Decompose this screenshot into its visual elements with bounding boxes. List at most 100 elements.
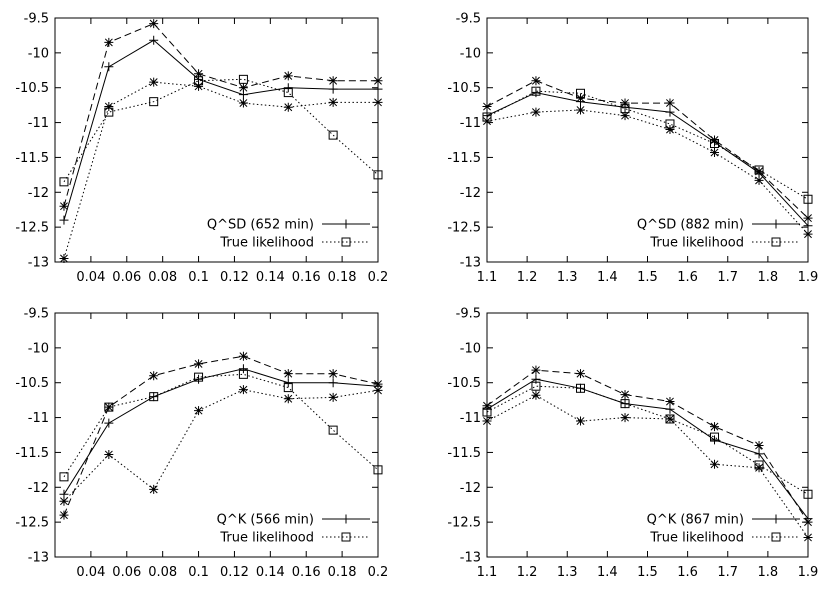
data-point [283,88,293,98]
x-tick-label: 0.12 [220,565,249,580]
data-point [710,459,720,469]
plot-frame [54,17,379,263]
data-point [620,413,630,423]
data-point [665,107,675,117]
data-point [482,116,492,126]
x-tick-label: 0.1 [188,565,209,580]
x-tick-label: 1.2 [517,565,538,580]
data-point [575,105,585,115]
data-point [149,97,159,107]
data-point [710,432,720,442]
x-tick-label: 0.14 [256,270,285,285]
data-point [283,83,293,93]
series-line [63,81,378,259]
x-tick-label: 0.1 [188,270,209,285]
data-point [59,254,69,264]
legend-marker [771,219,781,229]
y-tick-label: -12.5 [447,516,481,531]
data-point [754,166,764,176]
data-point [531,107,541,117]
data-point [238,385,248,395]
data-point [104,402,114,412]
data-point [149,371,159,381]
series-line [63,389,379,502]
x-tick-label: 1.9 [798,270,819,285]
legend-label: Q^K (566 min) [217,513,314,528]
data-point [328,97,338,107]
plot-frame [54,312,379,558]
y-tick-label: -11 [460,116,481,131]
data-point [620,399,630,409]
data-point [149,19,159,29]
y-tick-label: -10.5 [447,81,481,96]
data-point [194,359,204,369]
data-point [283,378,293,388]
y-tick-label: -11.5 [15,151,49,166]
legend-marker [771,514,781,524]
data-point [620,390,630,400]
series-line [63,39,378,221]
data-point [194,372,204,382]
y-tick-label: -13 [460,551,481,566]
data-point [710,422,720,432]
data-point [754,449,764,459]
x-tick-label: 1.7 [717,565,738,580]
x-tick-label: 0.06 [112,270,141,285]
y-tick-label: -11.5 [447,151,481,166]
x-tick-label: 1.8 [758,565,779,580]
data-point [665,125,675,135]
data-point [373,76,383,86]
data-point [803,517,813,527]
data-point [283,383,293,393]
data-point [575,93,585,103]
chart-panel-1: -9.5 -10 -10.5 -11 -11.5 -12 -12.5 -13 0.04 0.06 0… [15,12,388,286]
data-point [754,440,764,450]
y-tick-label: -12.5 [15,516,49,531]
data-point [104,37,114,47]
y-tick-label: -10.5 [447,376,481,391]
data-point [328,130,338,140]
y-tick-label: -10.5 [15,376,49,391]
data-point [482,416,492,426]
series-line [486,90,809,200]
legend-marker [341,532,351,542]
data-point [803,489,813,499]
series-line [486,369,809,523]
legend-label: True likelihood [649,236,744,251]
x-tick-label: 0.14 [256,565,285,580]
x-tick-label: 1.5 [637,270,658,285]
data-point [373,84,383,94]
data-point [149,35,159,45]
series-line [486,378,809,520]
data-point [104,62,114,72]
legend-marker [341,514,351,524]
data-point [575,369,585,379]
x-tick-label: 1.5 [637,565,658,580]
data-point [194,406,204,416]
y-tick-label: -9.5 [24,307,49,322]
data-point [328,369,338,379]
x-tick-label: 1.9 [798,565,819,580]
legend-label: True likelihood [219,236,314,251]
x-tick-label: 0.08 [148,565,177,580]
legend-marker [771,237,781,247]
y-tick-label: -10 [460,341,481,356]
data-point [620,111,630,121]
y-tick-label: -11.5 [447,446,481,461]
data-point [238,364,248,374]
series-line [63,368,379,495]
data-point [531,381,541,391]
data-point [238,351,248,361]
x-tick-label: 1.8 [758,270,779,285]
data-point [238,369,248,379]
x-tick-label: 0.2 [368,565,389,580]
data-point [59,510,69,520]
x-tick-label: 0.16 [292,270,321,285]
y-tick-label: -13 [28,256,49,271]
y-tick-label: -11 [460,411,481,426]
data-point [620,98,630,108]
x-tick-label: 1.7 [717,270,738,285]
series-line [63,23,378,207]
data-point [328,84,338,94]
